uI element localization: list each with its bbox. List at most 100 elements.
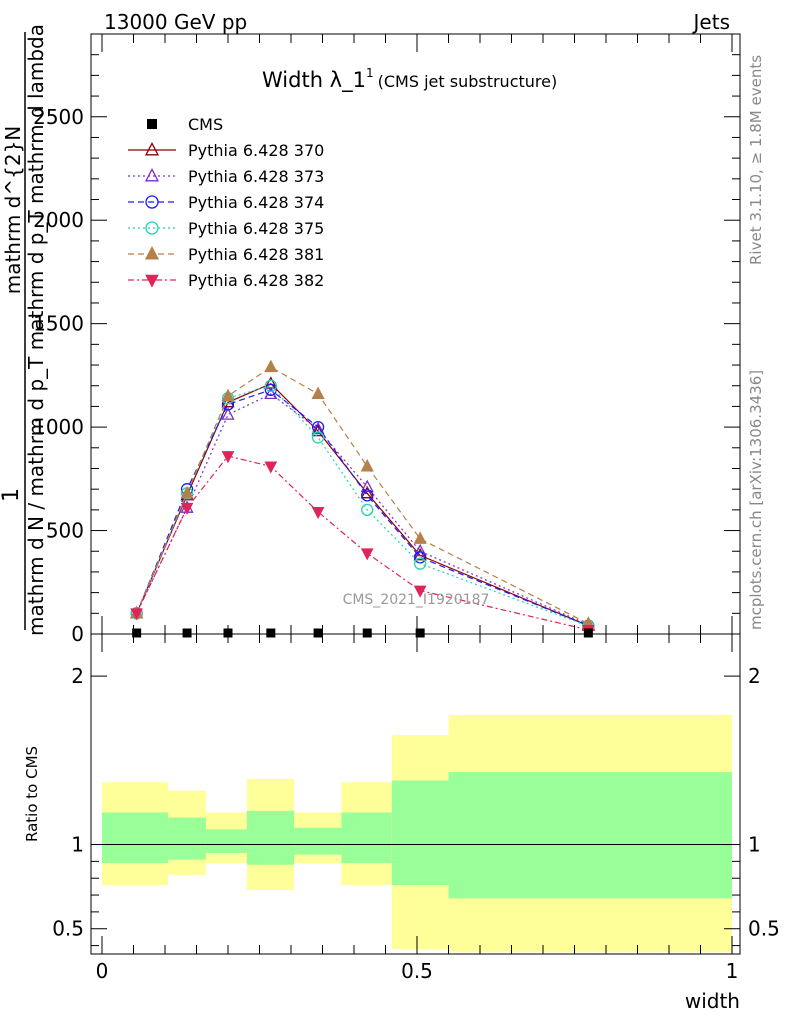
point-pythia-6-428-373-5 xyxy=(360,479,374,493)
point-pythia-6-428-382-0 xyxy=(130,608,143,621)
point-pythia-6-428-381-6 xyxy=(413,531,427,544)
x-axis-label: width xyxy=(685,989,740,1013)
xtick-label-2: 1 xyxy=(726,959,739,983)
legend-marker-pythia-6-428-370 xyxy=(144,142,160,156)
ratio-ytick-label-left-1: 1 xyxy=(71,833,84,857)
series-pythia-6-428-381 xyxy=(130,359,595,629)
series-pythia-6-428-382 xyxy=(130,451,595,637)
series-line-pythia-6-428-374 xyxy=(136,389,589,627)
analysis-watermark: CMS_2021_I1920187 xyxy=(343,592,490,608)
legend-label-pythia-6-428-370: Pythia 6.428 370 xyxy=(188,141,324,160)
y-axis-label-numerator-overlay: mathrm d^{2}N xyxy=(1,126,25,295)
point-cms-0 xyxy=(132,628,142,638)
point-pythia-6-428-381-1 xyxy=(180,485,194,499)
ratio-band-green-7 xyxy=(448,772,732,899)
point-cms-3 xyxy=(266,628,276,638)
legend-marker-pythia-6-428-374 xyxy=(145,195,159,209)
point-pythia-6-428-373-6 xyxy=(413,543,427,557)
main-ytick-label-0: 0 xyxy=(71,622,84,646)
point-cms-7 xyxy=(583,628,593,638)
ratio-band-green-4 xyxy=(294,827,342,855)
main-ytick-label-500: 500 xyxy=(46,519,84,543)
ratio-band-green-0 xyxy=(102,812,169,864)
ratio-frame xyxy=(90,633,741,955)
legend-item-pythia-6-428-370: Pythia 6.428 370 xyxy=(128,141,324,160)
series-line-pythia-6-428-373 xyxy=(136,393,589,626)
legend: CMS Pythia 6.428 370 Pythia 6.428 373 Pythi… xyxy=(128,115,324,290)
point-cms-4 xyxy=(313,628,323,638)
ratio-y-axis-label: Ratio to CMS xyxy=(23,746,41,842)
point-pythia-6-428-374-4 xyxy=(311,420,325,434)
ratio-bands xyxy=(102,714,732,953)
ratio-band-green-6 xyxy=(391,780,449,885)
chart-title: Width λ_11 (CMS jet substructure) xyxy=(262,66,557,93)
main-ytick-label-1000: 1000 xyxy=(33,415,84,439)
point-pythia-6-428-370-4 xyxy=(311,423,325,437)
point-pythia-6-428-382-3 xyxy=(264,461,278,474)
point-pythia-6-428-381-2 xyxy=(221,388,235,402)
series-line-pythia-6-428-381 xyxy=(136,366,589,625)
point-pythia-6-428-375-6 xyxy=(413,557,427,570)
point-pythia-6-428-374-3 xyxy=(264,383,277,397)
legend-item-cms: CMS xyxy=(147,115,223,134)
point-pythia-6-428-375-3 xyxy=(264,379,277,392)
point-pythia-6-428-370-2 xyxy=(221,394,235,408)
xtick-label-0: 0 xyxy=(96,959,109,983)
series-line-pythia-6-428-370 xyxy=(136,382,589,627)
ratio-band-green-1 xyxy=(168,817,206,860)
main-ytick-label-1500: 1500 xyxy=(33,312,84,336)
legend-marker-pythia-6-428-373 xyxy=(144,168,160,182)
ratio-ytick-label-right-0.5: 0.5 xyxy=(748,917,780,941)
main-ytick-label-2500: 2500 xyxy=(33,105,84,129)
legend-marker-pythia-6-428-382 xyxy=(145,274,159,288)
tick-labels: 0 500 1000 1500 2000 2500 0.5 0.5 1 1 2 2 0 0.5 1 xyxy=(33,105,780,983)
main-series-group xyxy=(130,359,595,638)
header-left: 13000 GeV pp xyxy=(104,10,247,34)
legend-label-pythia-6-428-381: Pythia 6.428 381 xyxy=(188,245,324,264)
xtick-label-1: 0.5 xyxy=(401,959,433,983)
point-pythia-6-428-381-5 xyxy=(360,458,374,472)
point-pythia-6-428-373-2 xyxy=(221,407,235,420)
point-pythia-6-428-373-4 xyxy=(311,421,325,435)
point-pythia-6-428-381-3 xyxy=(264,359,278,373)
point-pythia-6-428-375-5 xyxy=(361,503,374,517)
point-cms-5 xyxy=(362,628,372,638)
legend-item-pythia-6-428-373: Pythia 6.428 373 xyxy=(128,167,324,186)
legend-label-pythia-6-428-375: Pythia 6.428 375 xyxy=(188,219,324,238)
legend-marker-cms xyxy=(147,119,157,129)
legend-label-pythia-6-428-374: Pythia 6.428 374 xyxy=(188,193,324,212)
legend-label-pythia-6-428-382: Pythia 6.428 382 xyxy=(188,271,324,290)
series-line-pythia-6-428-382 xyxy=(136,455,589,631)
legend-item-pythia-6-428-382: Pythia 6.428 382 xyxy=(128,271,324,290)
ratio-band-green-5 xyxy=(341,812,392,864)
point-pythia-6-428-381-4 xyxy=(311,386,325,400)
y-axis-label-numerator: 1 xyxy=(0,488,24,502)
legend-item-pythia-6-428-374: Pythia 6.428 374 xyxy=(128,193,324,212)
point-pythia-6-428-382-2 xyxy=(221,451,235,464)
legend-marker-pythia-6-428-381 xyxy=(144,246,160,260)
point-pythia-6-428-375-4 xyxy=(311,431,325,444)
ratio-band-green-2 xyxy=(205,829,247,853)
point-pythia-6-428-382-5 xyxy=(360,548,374,561)
point-cms-6 xyxy=(415,628,425,638)
legend-marker-pythia-6-428-375 xyxy=(145,221,159,235)
main-ytick-label-2000: 2000 xyxy=(33,208,84,232)
ratio-ytick-label-right-2: 2 xyxy=(748,664,761,688)
rivet-version-label: Rivet 3.1.10, ≥ 1.8M events xyxy=(747,55,765,265)
ratio-band-green-3 xyxy=(246,810,295,865)
header-right: Jets xyxy=(692,10,730,34)
point-pythia-6-428-382-6 xyxy=(413,585,427,598)
point-pythia-6-428-373-3 xyxy=(264,386,278,400)
ratio-ytick-label-right-1: 1 xyxy=(748,833,761,857)
y-axis-label-denominator: mathrm d N / mathrm d p_T mathrm d p_T m… xyxy=(24,24,48,636)
ratio-ytick-label-left-0.5: 0.5 xyxy=(52,917,84,941)
legend-item-pythia-6-428-375: Pythia 6.428 375 xyxy=(128,219,324,238)
mcplots-label: mcplots.cern.ch [arXiv:1306.3436] xyxy=(747,370,765,630)
point-pythia-6-428-374-5 xyxy=(361,489,374,502)
series-cms xyxy=(132,628,593,638)
legend-label-cms: CMS xyxy=(188,115,223,134)
legend-label-pythia-6-428-373: Pythia 6.428 373 xyxy=(188,167,324,186)
axis-ticks xyxy=(91,33,740,954)
point-pythia-6-428-382-4 xyxy=(311,507,325,520)
